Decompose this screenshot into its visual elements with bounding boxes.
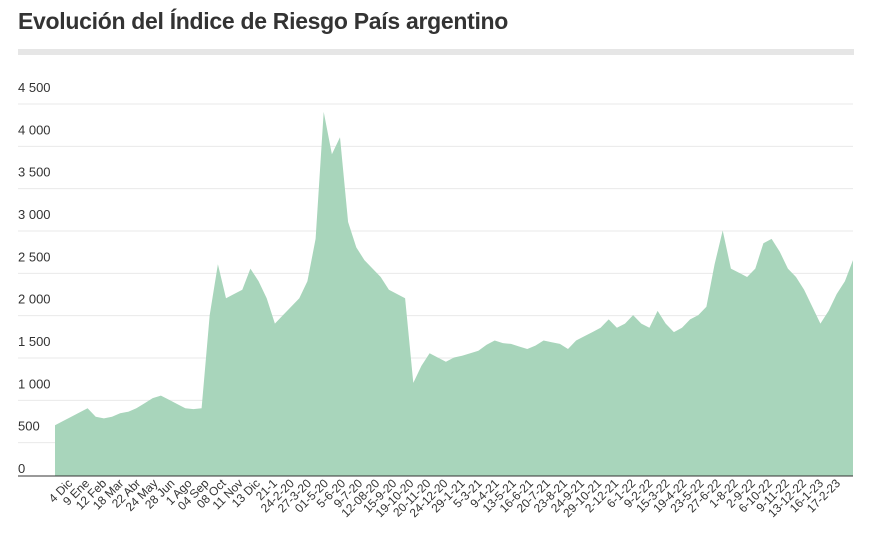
title-divider [18,49,854,55]
y-tick-label: 4 500 [18,80,51,95]
y-tick-label: 0 [18,461,25,476]
riesgo-pais-area [55,111,853,477]
y-axis-ticks: 0 500 1 000 1 500 2 000 2 500 3 000 3 500 4 000 4… [18,80,51,476]
area-series [55,111,853,477]
y-tick-label: 2 500 [18,249,51,264]
chart-title: Evolución del Índice de Riesgo País arge… [18,8,509,34]
y-tick-label: 1 500 [18,334,51,349]
y-tick-label: 3 000 [18,207,51,222]
y-tick-label: 1 000 [18,376,51,391]
y-tick-label: 4 000 [18,122,51,137]
y-tick-label: 2 000 [18,292,51,307]
y-tick-label: 500 [18,419,40,434]
y-tick-label: 3 500 [18,165,51,180]
